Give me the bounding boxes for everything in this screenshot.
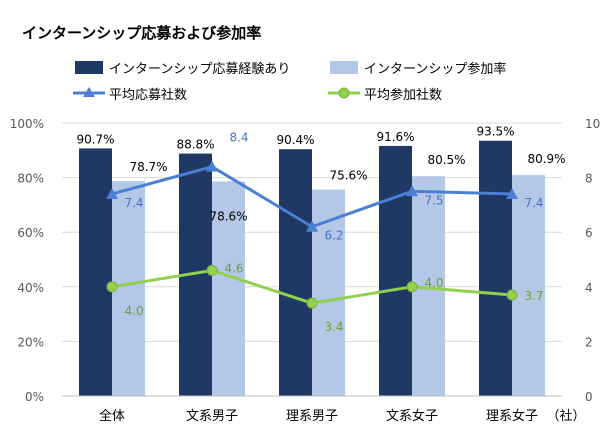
line-data-label: 4.6 (224, 261, 243, 275)
line-data-label: 6.2 (324, 229, 343, 243)
bar (79, 148, 112, 396)
line-marker (206, 264, 218, 276)
data-label: 91.6% (376, 130, 414, 144)
legend-swatch (330, 61, 358, 74)
data-label: 88.8% (176, 138, 214, 152)
line-data-label: 7.4 (524, 196, 543, 210)
legend-label: インターンシップ参加率 (364, 61, 506, 77)
x-tick-label: 理系女子 (486, 408, 538, 424)
bar (279, 149, 312, 396)
legend-marker (338, 87, 350, 99)
y-left-tick-label: 40% (17, 281, 44, 295)
legend-swatch (75, 61, 103, 74)
line-marker (306, 220, 318, 232)
bar (379, 145, 412, 396)
data-label: 80.5% (427, 153, 465, 167)
y-right-tick-label: 0 (585, 390, 593, 404)
x-tick-label: 理系男子 (286, 409, 338, 424)
bar (212, 181, 245, 396)
data-label: 90.4% (276, 133, 314, 147)
y-left-tick-label: 20% (17, 335, 44, 349)
data-label: 78.7% (129, 160, 167, 174)
line-data-label: 7.4 (124, 196, 143, 210)
legend-label: 平均参加社数 (364, 87, 442, 103)
y-right-tick-label: 2 (585, 335, 593, 349)
y-right-tick-label: 10 (585, 117, 600, 131)
line-data-label: 7.5 (424, 193, 443, 207)
line-marker (106, 281, 118, 293)
line-marker (406, 281, 418, 293)
data-label: 75.6% (329, 169, 367, 183)
legend-label: 平均応募社数 (109, 87, 187, 103)
line-marker (306, 297, 318, 309)
y-right-tick-label: 6 (585, 226, 593, 240)
chart-title: インターンシップ応募および参加率 (22, 24, 261, 42)
y-right-tick-label: 4 (585, 281, 593, 295)
y-left-tick-label: 0% (25, 390, 44, 404)
line-data-label: 4.0 (424, 276, 443, 290)
data-label: 80.9% (527, 152, 565, 166)
line-data-label: 3.7 (524, 289, 543, 303)
data-label: 93.5% (476, 125, 514, 139)
bar (512, 175, 545, 396)
line-marker (106, 187, 118, 199)
legend-marker (83, 87, 95, 97)
data-label: 78.6% (209, 209, 247, 223)
line-data-label: 8.4 (229, 131, 248, 145)
y-left-tick-label: 80% (17, 172, 44, 186)
line-marker (406, 185, 418, 197)
y-left-tick-label: 100% (10, 117, 44, 131)
x-tick-label: 文系女子 (386, 408, 438, 424)
legend-label: インターンシップ応募経験あり (109, 62, 290, 77)
y-right-tick-label: 8 (585, 172, 593, 186)
bar (479, 140, 512, 396)
x-unit-label: （社） (546, 408, 585, 424)
line-data-label: 3.4 (324, 320, 343, 334)
data-label: 90.7% (76, 132, 114, 146)
line-marker (206, 160, 218, 172)
line-marker (506, 187, 518, 199)
line-marker (506, 289, 518, 301)
bar (112, 181, 145, 396)
line-data-label: 4.0 (124, 304, 143, 318)
x-tick-label: 全体 (99, 408, 125, 424)
x-tick-label: 文系男子 (186, 409, 238, 424)
y-left-tick-label: 60% (17, 226, 44, 240)
